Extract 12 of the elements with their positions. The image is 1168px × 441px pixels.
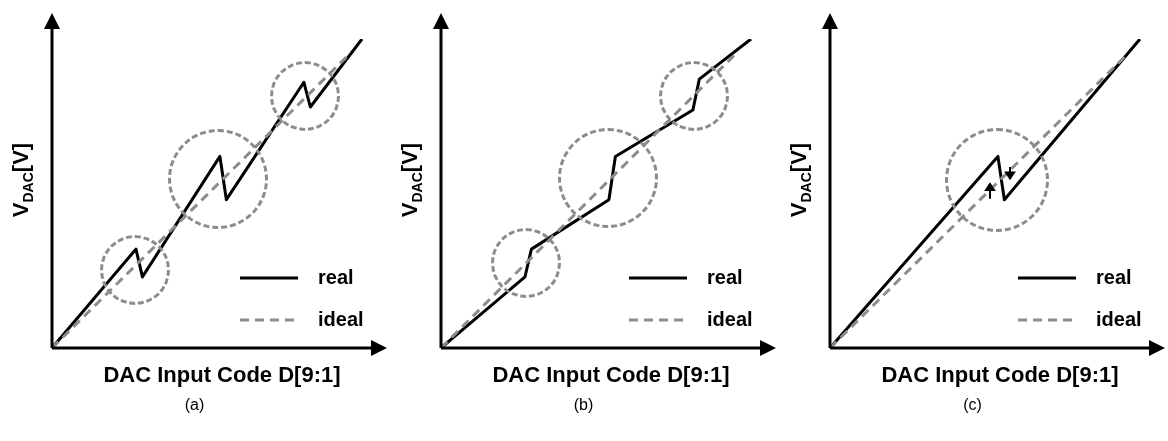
legend-label: ideal <box>1096 307 1142 330</box>
text: (b) <box>572 396 595 414</box>
legend-label: real <box>1096 265 1132 288</box>
legend-label: real <box>707 265 743 288</box>
legend-label: ideal <box>707 307 753 330</box>
x-axis-title: DAC Input Code D[9:1] <box>491 362 731 388</box>
legend-label: real <box>318 265 354 288</box>
x-axis-title: DAC Input Code D[9:1] <box>880 362 1120 388</box>
legend-label: ideal <box>318 307 364 330</box>
text: (c) <box>962 396 983 414</box>
x-axis-title: DAC Input Code D[9:1] <box>102 362 342 388</box>
text: (a) <box>183 396 206 414</box>
